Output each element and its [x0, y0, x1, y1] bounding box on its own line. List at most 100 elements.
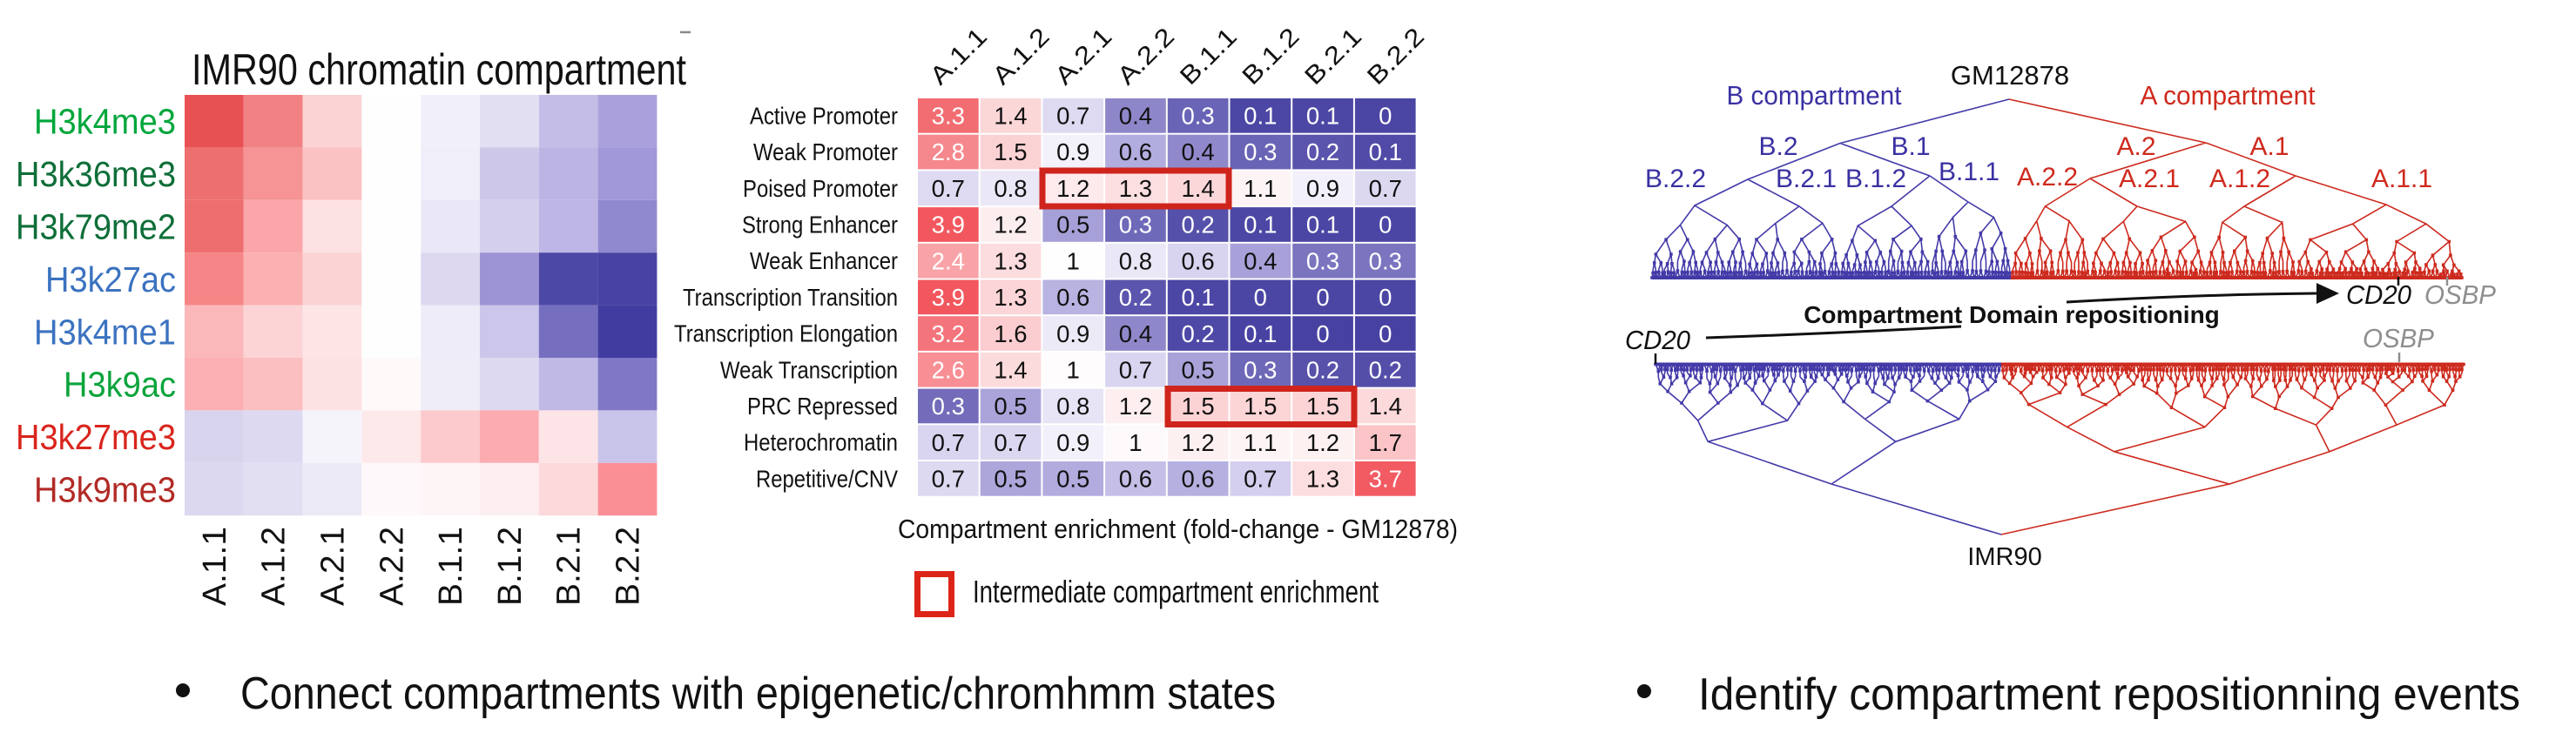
svg-text:A.1: A.1: [2249, 132, 2289, 161]
svg-text:3.2: 3.2: [932, 320, 965, 347]
svg-text:1.3: 1.3: [994, 284, 1027, 311]
svg-text:0.2: 0.2: [1306, 138, 1339, 165]
svg-text:0: 0: [1379, 103, 1392, 130]
svg-text:0.4: 0.4: [1119, 103, 1152, 130]
svg-text:3.9: 3.9: [932, 284, 965, 311]
svg-text:0.7: 0.7: [1056, 103, 1089, 130]
svg-text:0.6: 0.6: [1181, 247, 1214, 274]
svg-text:H3k27ac: H3k27ac: [45, 259, 176, 299]
svg-text:B.1.1: B.1.1: [433, 527, 469, 606]
svg-text:0.7: 0.7: [932, 429, 965, 456]
svg-text:B.2.1: B.2.1: [1776, 165, 1837, 193]
svg-text:1.2: 1.2: [1056, 175, 1089, 202]
svg-text:0.4: 0.4: [1119, 320, 1152, 347]
svg-text:0.5: 0.5: [994, 466, 1027, 493]
svg-text:1.5: 1.5: [1306, 393, 1339, 420]
svg-text:0.5: 0.5: [1181, 357, 1214, 384]
svg-text:0.7: 0.7: [932, 175, 965, 202]
svg-text:A.2.1: A.2.1: [315, 527, 352, 606]
svg-text:0.9: 0.9: [1056, 429, 1089, 456]
svg-text:0.7: 0.7: [994, 429, 1027, 456]
svg-text:A.2.2: A.2.2: [2017, 163, 2078, 192]
svg-text:0.2: 0.2: [1369, 357, 1402, 384]
svg-text:0.2: 0.2: [1119, 284, 1152, 311]
svg-text:0.8: 0.8: [1119, 247, 1152, 274]
svg-text:0.9: 0.9: [1056, 138, 1089, 165]
svg-text:0.7: 0.7: [1369, 175, 1402, 202]
svg-text:CD20: CD20: [1625, 325, 1690, 355]
svg-text:1.3: 1.3: [994, 247, 1027, 274]
svg-text:0.7: 0.7: [932, 466, 965, 493]
svg-text:1.2: 1.2: [994, 212, 1027, 239]
svg-text:2.8: 2.8: [932, 138, 965, 165]
svg-text:3.9: 3.9: [932, 212, 965, 239]
svg-text:0.1: 0.1: [1306, 103, 1339, 130]
svg-text:0: 0: [1379, 212, 1392, 239]
svg-text:A.1.2: A.1.2: [256, 527, 293, 606]
svg-text:B.1.2: B.1.2: [492, 527, 529, 606]
svg-text:2.4: 2.4: [932, 247, 965, 274]
svg-text:2.6: 2.6: [932, 357, 965, 384]
svg-text:0.8: 0.8: [994, 175, 1027, 202]
svg-text:A.1.1: A.1.1: [197, 527, 233, 606]
svg-text:0.2: 0.2: [1306, 357, 1339, 384]
svg-text:H3k79me2: H3k79me2: [16, 207, 176, 247]
svg-text:0.3: 0.3: [1306, 247, 1339, 274]
svg-text:1.5: 1.5: [1244, 393, 1277, 420]
svg-text:H3k9me3: H3k9me3: [34, 470, 176, 510]
svg-text:B compartment: B compartment: [1727, 80, 1902, 111]
svg-text:1.1: 1.1: [1244, 175, 1277, 202]
svg-text:0: 0: [1316, 320, 1329, 347]
svg-text:A.2.1: A.2.1: [2119, 165, 2180, 193]
svg-text:1.3: 1.3: [1119, 175, 1152, 202]
svg-text:B.1.1: B.1.1: [1939, 158, 1999, 186]
svg-text:0.2: 0.2: [1181, 320, 1214, 347]
svg-text:1: 1: [1067, 357, 1080, 384]
svg-text:1.4: 1.4: [1181, 175, 1214, 202]
svg-text:0.1: 0.1: [1369, 138, 1402, 165]
svg-text:0.6: 0.6: [1119, 138, 1152, 165]
svg-text:1.2: 1.2: [1181, 429, 1214, 456]
svg-text:IMR90 chromatin compartment: IMR90 chromatin compartment: [192, 45, 686, 94]
svg-text:0.1: 0.1: [1181, 284, 1214, 311]
svg-text:0: 0: [1379, 320, 1392, 347]
svg-text:0.6: 0.6: [1119, 466, 1152, 493]
svg-text:A.2: A.2: [2116, 132, 2155, 161]
svg-text:B.2: B.2: [1758, 132, 1797, 161]
svg-text:A compartment: A compartment: [2141, 80, 2316, 111]
svg-text:Transcription Elongation: Transcription Elongation: [674, 320, 898, 347]
svg-text:3.7: 3.7: [1369, 466, 1402, 493]
svg-text:Connect compartments with epig: Connect compartments with epigenetic/chr…: [240, 669, 1276, 719]
svg-text:0: 0: [1316, 284, 1329, 311]
svg-text:Intermediate compartment enric: Intermediate compartment enrichment: [973, 574, 1379, 609]
svg-text:H3k9ac: H3k9ac: [64, 365, 176, 405]
svg-text:H3k4me1: H3k4me1: [34, 312, 176, 352]
svg-text:0: 0: [1379, 284, 1392, 311]
svg-text:A.2.2: A.2.2: [374, 527, 410, 606]
svg-text:Active Promoter: Active Promoter: [750, 102, 898, 129]
svg-text:CD20: CD20: [2346, 279, 2411, 310]
svg-text:1.4: 1.4: [994, 103, 1027, 130]
svg-text:Compartment enrichment (fold-c: Compartment enrichment (fold-change - GM…: [898, 514, 1458, 544]
svg-text:0.5: 0.5: [994, 393, 1027, 420]
svg-text:GM12878: GM12878: [1951, 60, 2069, 91]
svg-text:0.7: 0.7: [1244, 466, 1277, 493]
svg-text:0.1: 0.1: [1306, 212, 1339, 239]
svg-text:H3k36me3: H3k36me3: [16, 154, 176, 194]
svg-text:1.1: 1.1: [1244, 429, 1277, 456]
svg-text:0.5: 0.5: [1056, 212, 1089, 239]
svg-text:0.1: 0.1: [1244, 103, 1277, 130]
svg-text:0.7: 0.7: [1119, 357, 1152, 384]
svg-text:A.1.2: A.1.2: [2209, 165, 2270, 193]
svg-text:0.9: 0.9: [1056, 320, 1089, 347]
svg-text:1.4: 1.4: [1369, 393, 1402, 420]
svg-text:B.1.2: B.1.2: [1845, 165, 1906, 193]
svg-text:1: 1: [1067, 247, 1080, 274]
svg-text:Poised Promoter: Poised Promoter: [743, 175, 898, 202]
svg-text:Heterochromatin: Heterochromatin: [744, 429, 898, 456]
svg-text:1.2: 1.2: [1306, 429, 1339, 456]
svg-text:1.4: 1.4: [994, 357, 1027, 384]
svg-text:PRC Repressed: PRC Repressed: [747, 393, 898, 420]
svg-text:B.2.2: B.2.2: [1645, 165, 1706, 193]
svg-text:Repetitive/CNV: Repetitive/CNV: [756, 465, 898, 492]
